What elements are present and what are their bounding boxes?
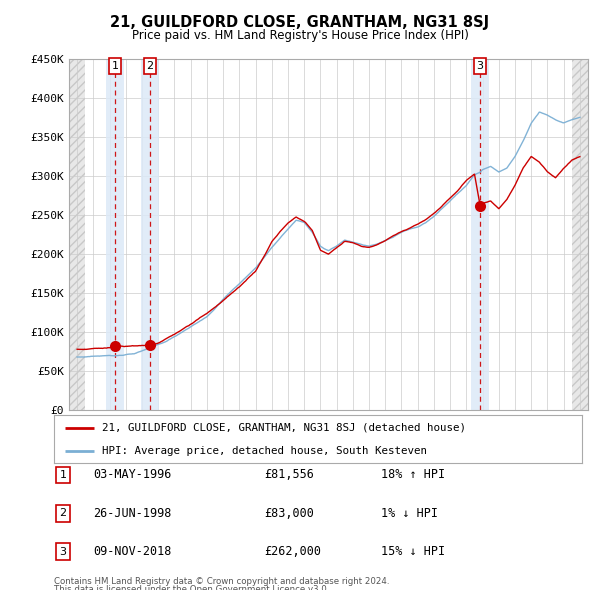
Text: £83,000: £83,000: [264, 507, 314, 520]
Text: Price paid vs. HM Land Registry's House Price Index (HPI): Price paid vs. HM Land Registry's House …: [131, 30, 469, 42]
Text: 3: 3: [476, 61, 484, 71]
Text: 1% ↓ HPI: 1% ↓ HPI: [381, 507, 438, 520]
Text: 3: 3: [59, 547, 67, 556]
Bar: [572, 59, 588, 410]
Text: £262,000: £262,000: [264, 545, 321, 558]
Text: Contains HM Land Registry data © Crown copyright and database right 2024.: Contains HM Land Registry data © Crown c…: [54, 577, 389, 586]
Text: 03-MAY-1996: 03-MAY-1996: [93, 468, 172, 481]
Text: 09-NOV-2018: 09-NOV-2018: [93, 545, 172, 558]
Text: 15% ↓ HPI: 15% ↓ HPI: [381, 545, 445, 558]
Text: HPI: Average price, detached house, South Kesteven: HPI: Average price, detached house, Sout…: [101, 446, 427, 456]
Text: 21, GUILDFORD CLOSE, GRANTHAM, NG31 8SJ (detached house): 21, GUILDFORD CLOSE, GRANTHAM, NG31 8SJ …: [101, 423, 466, 433]
Text: 21, GUILDFORD CLOSE, GRANTHAM, NG31 8SJ: 21, GUILDFORD CLOSE, GRANTHAM, NG31 8SJ: [110, 15, 490, 30]
Text: 26-JUN-1998: 26-JUN-1998: [93, 507, 172, 520]
Text: This data is licensed under the Open Government Licence v3.0.: This data is licensed under the Open Gov…: [54, 585, 329, 590]
Text: 1: 1: [112, 61, 119, 71]
Text: 18% ↑ HPI: 18% ↑ HPI: [381, 468, 445, 481]
Text: 1: 1: [59, 470, 67, 480]
Bar: [106, 59, 124, 410]
Text: 2: 2: [146, 61, 154, 71]
Bar: [69, 59, 85, 410]
Bar: [141, 59, 159, 410]
Bar: [471, 59, 489, 410]
Text: £81,556: £81,556: [264, 468, 314, 481]
Text: 2: 2: [59, 509, 67, 518]
